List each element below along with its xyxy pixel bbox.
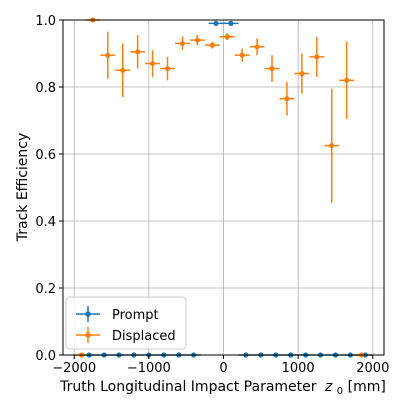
y-tick-label: 0.0: [35, 349, 56, 364]
y-axis-label: Track Efficiency: [15, 133, 31, 243]
displaced-point: [329, 143, 335, 149]
prompt-point: [228, 20, 234, 26]
y-tick-label: 0.8: [35, 81, 56, 96]
displaced-point: [239, 52, 245, 58]
x-axis-label-text: Truth Longitudinal Impact Parameter: [59, 379, 317, 395]
legend-label-prompt: Prompt: [112, 308, 159, 323]
x-axis-label-subscript: 0: [337, 386, 343, 397]
displaced-point: [254, 44, 260, 50]
prompt-legend-dot: [85, 311, 91, 317]
axis-ticks: −2000 −1000 0 1000 2000 0.0 0.2 0.4 0.6 0.8 1.0: [35, 14, 389, 376]
x-tick-label: 2000: [356, 361, 389, 376]
x-tick-label: −1000: [127, 361, 171, 376]
x-tick-label: −2000: [52, 361, 96, 376]
y-tick-label: 1.0: [35, 14, 56, 29]
displaced-point: [284, 96, 290, 102]
y-tick-label: 0.4: [35, 215, 56, 230]
legend-marker-prompt: [76, 306, 100, 322]
displaced-point: [164, 65, 171, 72]
displaced-point: [209, 42, 215, 48]
legend: Prompt Displaced: [65, 296, 187, 350]
displaced-point: [179, 40, 186, 47]
displaced-point: [224, 34, 230, 40]
y-tick-label: 0.2: [35, 282, 56, 297]
x-axis-label-symbol: z: [324, 379, 333, 395]
displaced-point: [314, 54, 320, 60]
displaced-point: [105, 52, 111, 58]
prompt-point: [213, 20, 219, 26]
displaced-point: [194, 37, 200, 43]
legend-box: [65, 296, 187, 350]
x-axis-label-unit: [mm]: [348, 379, 386, 395]
legend-marker-displaced: [76, 327, 100, 343]
displaced-point: [344, 77, 350, 83]
x-tick-label: 0: [219, 361, 227, 376]
displaced-legend-dot: [85, 332, 91, 338]
displaced-point: [120, 67, 126, 73]
legend-label-displaced: Displaced: [112, 329, 176, 344]
x-tick-label: 1000: [282, 361, 315, 376]
y-tick-label: 0.6: [35, 148, 56, 163]
displaced-point: [269, 65, 275, 72]
x-axis-label: Truth Longitudinal Impact Parameter z 0 …: [59, 379, 386, 398]
displaced-point: [149, 60, 156, 67]
displaced-point: [135, 49, 141, 55]
displaced-point: [299, 71, 305, 77]
